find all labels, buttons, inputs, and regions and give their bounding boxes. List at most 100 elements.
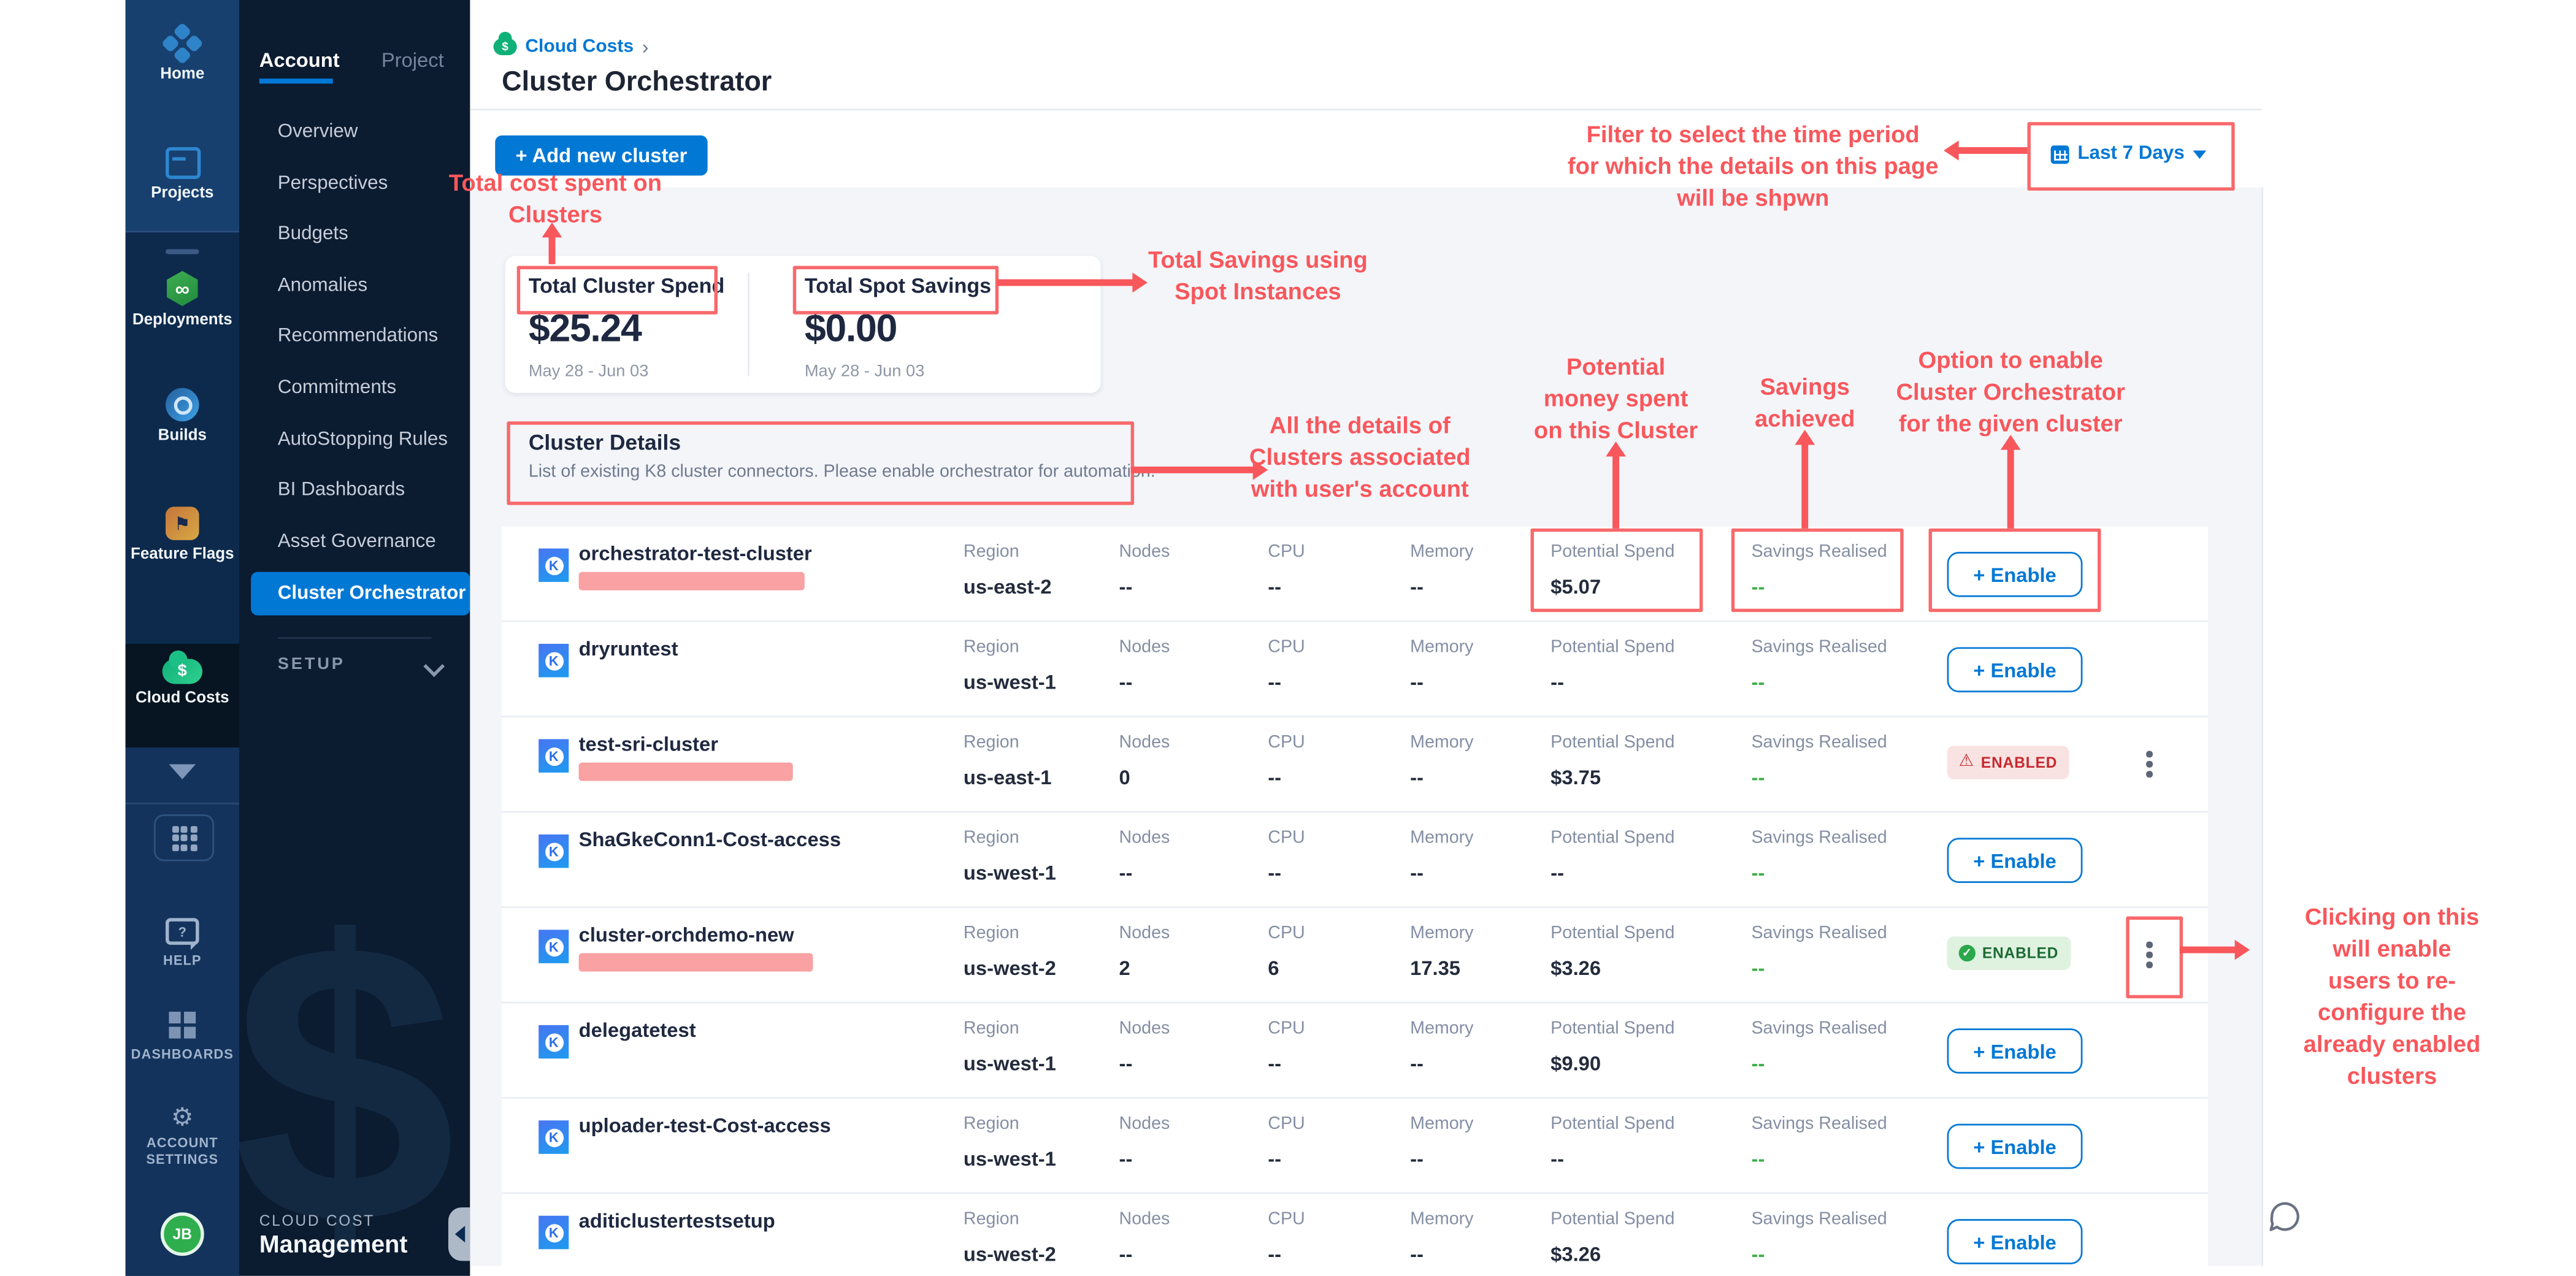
nav-item-bi-dashboards[interactable]: BI Dashboards (277, 480, 405, 500)
cell-potential: Potential Spend -- (1551, 622, 1674, 694)
user-avatar-wrap[interactable]: JB (126, 1212, 239, 1256)
cell-nodes: Nodes -- (1119, 1194, 1170, 1266)
cluster-name: ShaGkeConn1-Cost-access (578, 827, 841, 852)
dollar-watermark: $ (239, 859, 456, 1276)
chevron-down-icon[interactable] (169, 764, 196, 779)
total-cluster-spend-label: Total Cluster Spend (528, 274, 725, 298)
column-label: Memory (1410, 637, 1474, 657)
column-value: -- (1751, 575, 1765, 599)
enable-button[interactable]: + Enable (1947, 1219, 2083, 1264)
column-label: Potential Spend (1551, 732, 1675, 753)
column-label: Region (963, 637, 1019, 657)
column-value: -- (1268, 766, 1282, 790)
chevron-down-icon[interactable] (423, 655, 445, 678)
table-row[interactable]: K aditiclustertestsetup Region us-west-2… (502, 1194, 2208, 1276)
chevron-right-icon: › (642, 35, 649, 59)
tab-project[interactable]: Project (381, 48, 444, 72)
cell-region: Region us-west-1 (964, 1003, 1056, 1075)
column-label: Memory (1410, 732, 1474, 753)
table-row[interactable]: K test-sri-cluster Region us-east-1 Node… (502, 717, 2208, 813)
cell-cpu: CPU -- (1268, 527, 1305, 599)
tab-account[interactable]: Account (259, 48, 340, 84)
header-divider (470, 109, 2262, 110)
home-icon (159, 20, 206, 67)
note-time-filter: Filter to select the time period for whi… (1567, 120, 1939, 211)
cell-savings: Savings Realised -- (1751, 812, 1887, 885)
module-grid-button[interactable] (153, 814, 215, 861)
sidebar-item-deployments[interactable]: ∞ Deployments (126, 270, 239, 329)
nav-item-anomalies[interactable]: Anomalies (277, 275, 368, 296)
column-label: CPU (1268, 923, 1305, 944)
grid-icon (171, 825, 197, 850)
nav-setup-section[interactable]: SETUP (277, 655, 345, 674)
sidebar-item-projects[interactable]: Projects (126, 144, 239, 202)
column-label: Region (963, 732, 1019, 753)
redacted-cluster-id (578, 762, 793, 781)
column-value: -- (1410, 575, 1424, 599)
column-label: Region (963, 1209, 1019, 1229)
note-potential-spend: Potential money spent on this Cluster (1533, 353, 1698, 443)
column-value: -- (1551, 670, 1564, 694)
breadcrumb-cloud-costs-link[interactable]: Cloud Costs (525, 36, 634, 57)
column-value: us-west-1 (963, 861, 1056, 885)
enable-button[interactable]: + Enable (1947, 838, 2083, 883)
column-value: -- (1410, 1052, 1424, 1075)
column-label: CPU (1268, 1209, 1305, 1229)
cloud-costs-icon: $ (493, 31, 517, 55)
table-row[interactable]: K ShaGkeConn1-Cost-access Region us-west… (502, 812, 2208, 908)
column-label: Savings Realised (1751, 1114, 1887, 1134)
column-value: -- (1751, 1242, 1765, 1266)
support-chat-icon[interactable] (2265, 1198, 2305, 1246)
nav-item-budgets[interactable]: Budgets (277, 224, 348, 245)
column-label: Region (963, 827, 1019, 848)
sidebar-item-cloud-costs[interactable]: $ Cloud Costs (126, 650, 239, 708)
kubernetes-cluster-icon: K (539, 834, 569, 868)
time-period-dropdown[interactable]: Last 7 Days (2037, 132, 2220, 176)
table-row[interactable]: K orchestrator-test-cluster Region us-ea… (502, 527, 2208, 622)
nav-footer: CLOUD COST Management (259, 1212, 408, 1259)
sidebar-item-label: Projects (151, 183, 214, 202)
enable-button[interactable]: + Enable (1947, 1123, 2083, 1169)
sidebar-item-home[interactable]: Home (126, 22, 239, 84)
table-row[interactable]: K uploader-test-Cost-access Region us-we… (502, 1098, 2208, 1194)
sidebar-item-builds[interactable]: Builds (126, 388, 239, 445)
column-value: $3.26 (1551, 1242, 1601, 1266)
module-title: Management (259, 1232, 408, 1259)
nav-collapse-handle[interactable] (448, 1207, 470, 1261)
column-label: Potential Spend (1551, 1209, 1675, 1229)
table-row[interactable]: K cluster-orchdemo-new Region us-west-2 … (502, 907, 2208, 1004)
note-enable-option: Option to enable Cluster Orchestrator fo… (1896, 346, 2125, 437)
column-label: Savings Realised (1751, 1209, 1887, 1229)
enable-button[interactable]: + Enable (1947, 551, 2083, 597)
total-spot-savings-label: Total Spot Savings (804, 274, 992, 298)
enable-button[interactable]: + Enable (1947, 1028, 2083, 1074)
cell-potential: Potential Spend -- (1551, 1099, 1674, 1171)
kebab-menu-icon[interactable] (2137, 743, 2161, 786)
column-value: -- (1119, 575, 1133, 599)
add-new-cluster-button[interactable]: + Add new cluster (495, 135, 708, 176)
table-row[interactable]: K delegatetest Region us-west-1 Nodes --… (502, 1003, 2208, 1099)
nav-item-autostopping-rules[interactable]: AutoStopping Rules (277, 429, 448, 449)
sidebar-item-help[interactable]: ? HELP (126, 918, 239, 969)
cluster-details-subtitle: List of existing K8 cluster connectors. … (528, 461, 1156, 482)
column-label: Region (963, 923, 1019, 944)
column-label: CPU (1268, 1018, 1305, 1039)
enabled-error-badge: ⚠ ENABLED (1947, 746, 2069, 779)
nav-item-commitments[interactable]: Commitments (277, 378, 397, 399)
nav-item-overview[interactable]: Overview (277, 122, 358, 142)
sidebar-item-dashboards[interactable]: DASHBOARDS (126, 1011, 239, 1063)
column-value: $3.26 (1551, 956, 1601, 980)
nav-item-recommendations[interactable]: Recommendations (277, 326, 439, 347)
kebab-menu-icon[interactable] (2137, 933, 2161, 977)
nav-item-asset-governance[interactable]: Asset Governance (277, 531, 436, 552)
time-period-value: Last 7 Days (2077, 143, 2185, 164)
nav-item-cluster-orchestrator-selected[interactable]: Cluster Orchestrator (251, 572, 470, 616)
sidebar-item-account-settings[interactable]: ⚙ ACCOUNT SETTINGS (126, 1104, 239, 1167)
column-value: -- (1410, 1147, 1424, 1171)
nav-item-perspectives[interactable]: Perspectives (277, 173, 388, 194)
table-row[interactable]: K dryruntest Region us-west-1 Nodes -- C… (502, 622, 2208, 717)
column-value: 17.35 (1410, 956, 1460, 980)
sidebar-item-feature-flags[interactable]: ⚑ Feature Flags (126, 506, 239, 564)
enable-button[interactable]: + Enable (1947, 647, 2083, 693)
note-kebab-reconfigure: Clicking on this will enable users to re… (2303, 903, 2481, 1089)
